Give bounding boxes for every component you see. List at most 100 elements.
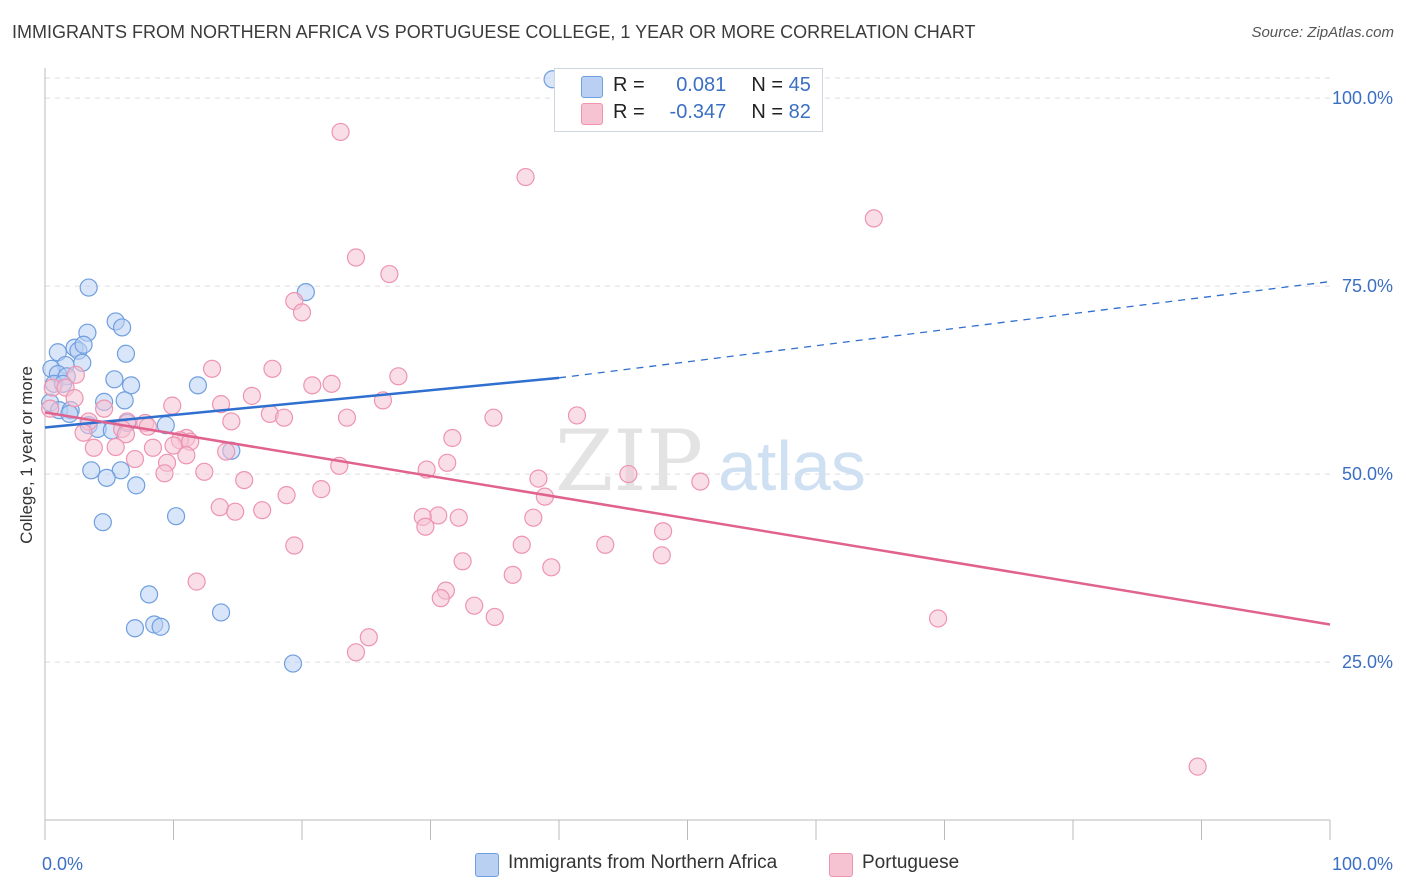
point-portuguese [226,502,245,521]
point-northern-africa [125,619,145,638]
point-portuguese [187,572,206,591]
point-northern-africa [121,376,141,395]
point-northern-africa [151,617,170,636]
legend-label-series2: Portuguese [862,852,960,873]
point-portuguese [274,408,294,427]
point-portuguese [177,446,196,465]
point-portuguese [928,609,948,628]
point-portuguese [516,167,535,187]
point-portuguese [512,535,531,554]
point-portuguese [202,359,222,378]
point-northern-africa [97,468,116,487]
point-northern-africa [283,654,303,673]
point-portuguese [263,359,282,378]
n-label: N = [751,101,784,123]
x-tick-label: 0.0% [42,854,83,874]
point-portuguese [210,498,229,517]
point-portuguese [359,628,378,647]
n-value: 82 [788,101,811,123]
point-portuguese [346,248,366,267]
point-portuguese [443,428,462,448]
point-portuguese [163,396,182,415]
r-value: -0.347 [669,101,727,123]
point-northern-africa [93,513,112,532]
point-portuguese [653,522,673,541]
point-portuguese [292,303,312,322]
point-northern-africa [112,318,132,337]
point-northern-africa [74,335,93,354]
point-portuguese [485,607,504,627]
point-portuguese [529,469,548,488]
point-portuguese [652,546,671,565]
point-portuguese [503,565,522,584]
y-axis-label: College, 1 year or more [17,366,36,544]
trend-line-northern-africa [44,376,560,429]
point-northern-africa [116,344,136,363]
point-portuguese [277,486,296,505]
point-northern-africa [79,278,98,297]
legend-swatch-pink [581,103,603,125]
legend-stats-series2: R = -0.347 N = 82 [613,101,811,124]
n-label: N = [751,74,784,96]
point-portuguese [449,508,468,527]
n-value: 45 [788,74,811,96]
point-portuguese [864,209,883,228]
point-portuguese [106,437,125,457]
point-portuguese [222,412,241,431]
y-tick-label: 75.0% [1342,276,1393,296]
chart-title: IMMIGRANTS FROM NORTHERN AFRICA VS PORTU… [12,22,976,42]
legend-swatch-blue [581,76,603,98]
r-label: R = [613,74,645,96]
point-portuguese [1188,757,1207,776]
point-portuguese [416,517,435,536]
point-portuguese [691,472,710,491]
legend-stats-series1: R = 0.081 N = 45 [613,74,811,97]
point-portuguese [322,374,341,393]
trend-line-portuguese [44,411,1331,626]
legend-swatch-blue [475,853,499,877]
legend-swatch-pink [829,853,853,877]
point-portuguese [465,596,484,615]
point-northern-africa [105,370,124,389]
point-portuguese [303,376,322,395]
point-portuguese [453,552,472,571]
y-tick-label: 25.0% [1342,652,1393,672]
point-portuguese [285,536,304,555]
tick-labels: 25.0% 50.0% 75.0% 100.0% 0.0% 100.0% College, … [17,88,1393,874]
point-northern-africa [139,585,159,604]
point-portuguese [484,408,503,427]
point-portuguese [95,399,114,418]
watermark-zip: ZIP [555,412,703,510]
point-northern-africa [111,461,130,480]
point-northern-africa [188,376,208,395]
point-northern-africa [127,476,146,495]
chart-source: Source: ZipAtlas.com [1251,24,1394,41]
point-portuguese [542,558,561,577]
legend-label-series1: Immigrants from Northern Africa [508,852,778,873]
point-portuguese [66,365,85,384]
point-portuguese [567,406,587,425]
point-portuguese [331,122,350,142]
point-northern-africa [115,391,134,410]
point-portuguese [155,464,174,483]
point-portuguese [84,438,103,457]
watermark: ZIP atlas [555,412,866,510]
point-northern-africa [211,603,231,622]
y-tick-label: 100.0% [1332,88,1393,108]
point-portuguese [217,442,236,461]
point-portuguese [596,535,615,554]
point-northern-africa [166,507,186,526]
point-portuguese [143,438,163,457]
point-portuguese [195,462,214,481]
point-portuguese [346,643,366,662]
trend-line-northern-africa-extended [558,280,1331,379]
point-portuguese [242,386,261,405]
point-portuguese [211,395,231,414]
point-portuguese [337,408,357,427]
axes [44,68,1331,840]
point-portuguese [235,470,254,490]
r-label: R = [613,101,645,123]
point-portuguese [125,449,145,469]
point-northern-africa [60,404,79,424]
